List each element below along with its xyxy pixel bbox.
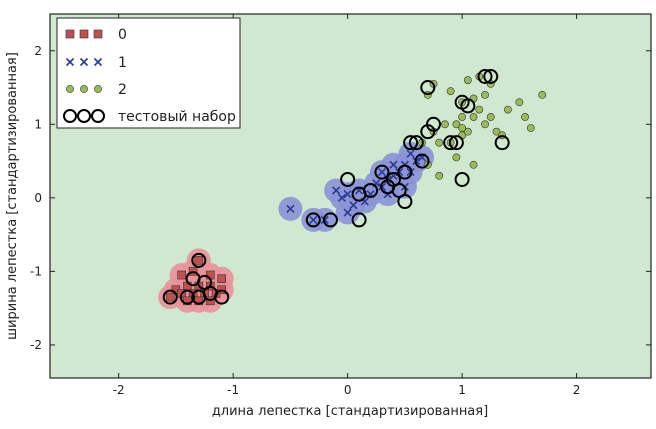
data-point-series-2 bbox=[463, 127, 472, 136]
legend: 0 1 2 тестовый набор bbox=[56, 17, 241, 129]
x-tick-label: 0 bbox=[344, 383, 352, 397]
data-point-series-3 bbox=[408, 135, 424, 151]
data-point-series-3 bbox=[305, 212, 321, 228]
data-point-series-2 bbox=[475, 105, 484, 114]
data-point-series-3 bbox=[397, 194, 413, 210]
data-point-series-2 bbox=[452, 153, 461, 162]
data-point-series-3 bbox=[162, 289, 178, 305]
data-point-series-2 bbox=[486, 113, 495, 121]
data-point-series-0 bbox=[165, 292, 175, 302]
legend-label-2: 2 bbox=[118, 82, 127, 98]
x-tick-label: -2 bbox=[113, 383, 125, 397]
legend-marker-series-2 bbox=[66, 85, 74, 93]
legend-marker-series-3 bbox=[91, 109, 105, 123]
data-point-series-3 bbox=[340, 171, 356, 187]
legend-marker-series-0 bbox=[65, 29, 75, 39]
data-point-series-2 bbox=[452, 120, 461, 129]
legend-label-0: 0 bbox=[118, 27, 127, 43]
data-point-series-2 bbox=[492, 127, 501, 136]
legend-marker-series-2 bbox=[94, 85, 102, 93]
legend-marker-series-1 bbox=[93, 57, 103, 67]
data-point-series-0 bbox=[183, 296, 192, 306]
data-point-series-1 bbox=[377, 168, 387, 177]
data-point-series-1 bbox=[349, 201, 358, 210]
y-tick-label: 0 bbox=[34, 191, 42, 205]
legend-marker-series-0 bbox=[93, 29, 103, 39]
data-point-series-1 bbox=[286, 204, 295, 213]
data-point-series-2 bbox=[504, 105, 512, 114]
data-point-series-3 bbox=[420, 80, 436, 96]
y-tick-label: -2 bbox=[30, 338, 42, 352]
x-tick-label: -1 bbox=[227, 383, 239, 397]
axes: -2 -1 0 1 2 -2 -1 0 1 2 bbox=[30, 14, 651, 397]
data-point-series-3 bbox=[191, 289, 207, 305]
data-point-series-2 bbox=[435, 138, 444, 147]
y-axis-label: ширина лепестка [стандартизированная] bbox=[5, 52, 20, 340]
legend-marker-series-0 bbox=[79, 29, 89, 39]
data-point-series-1 bbox=[343, 208, 352, 217]
data-point-series-3 bbox=[397, 164, 413, 180]
data-point-series-2 bbox=[481, 90, 489, 99]
data-point-series-0 bbox=[194, 296, 204, 306]
data-point-series-3 bbox=[322, 212, 338, 228]
legend-label-test-set: тестовый набор bbox=[118, 109, 236, 125]
data-point-series-1 bbox=[343, 190, 352, 199]
data-point-series-3 bbox=[374, 164, 390, 180]
data-point-series-2 bbox=[446, 87, 455, 96]
data-point-series-2 bbox=[521, 113, 529, 121]
data-point-series-2 bbox=[469, 160, 478, 169]
data-point-series-0 bbox=[217, 274, 227, 284]
data-point-series-1 bbox=[332, 186, 341, 195]
data-point-series-2 bbox=[458, 113, 467, 121]
data-points bbox=[162, 69, 547, 306]
data-point-series-3 bbox=[460, 98, 476, 114]
y-tick-label: 2 bbox=[34, 44, 42, 58]
data-point-series-1 bbox=[337, 193, 346, 202]
data-point-series-2 bbox=[458, 124, 467, 132]
x-tick-label: 2 bbox=[573, 383, 581, 397]
x-axis-label: длина лепестка [стандартизированная] bbox=[212, 404, 488, 419]
data-point-series-3 bbox=[403, 135, 419, 151]
data-point-series-3 bbox=[443, 135, 459, 151]
legend-marker-series-3 bbox=[77, 109, 91, 123]
data-point-series-3 bbox=[351, 212, 367, 228]
data-point-series-2 bbox=[469, 113, 478, 121]
legend-markers bbox=[63, 29, 105, 123]
y-tick-label: 1 bbox=[34, 117, 42, 131]
data-point-series-3 bbox=[483, 69, 499, 85]
data-point-series-2 bbox=[515, 98, 524, 107]
legend-marker-series-1 bbox=[65, 57, 75, 67]
data-point-series-2 bbox=[526, 124, 535, 132]
data-point-series-2 bbox=[435, 171, 444, 180]
legend-marker-series-1 bbox=[79, 57, 89, 67]
data-point-series-3 bbox=[494, 135, 510, 151]
legend-marker-series-3 bbox=[63, 109, 77, 123]
data-point-series-3 bbox=[454, 171, 470, 187]
data-point-series-1 bbox=[406, 149, 415, 158]
legend-marker-series-2 bbox=[80, 85, 88, 93]
data-point-series-3 bbox=[448, 135, 464, 151]
data-point-series-3 bbox=[477, 69, 493, 85]
data-point-series-3 bbox=[414, 153, 430, 169]
data-point-series-3 bbox=[425, 116, 441, 132]
legend-label-1: 1 bbox=[118, 55, 127, 71]
data-point-series-0 bbox=[177, 270, 186, 280]
data-point-series-1 bbox=[389, 160, 398, 169]
data-point-series-2 bbox=[441, 120, 449, 129]
data-point-series-3 bbox=[191, 252, 207, 268]
data-point-series-2 bbox=[481, 120, 489, 129]
data-point-series-3 bbox=[197, 274, 213, 290]
data-point-series-1 bbox=[309, 215, 318, 224]
x-tick-label: 1 bbox=[458, 383, 466, 397]
data-point-series-0 bbox=[194, 256, 204, 265]
data-point-series-3 bbox=[214, 289, 230, 305]
data-point-series-3 bbox=[179, 289, 195, 305]
data-point-series-3 bbox=[363, 182, 379, 198]
data-point-series-2 bbox=[463, 76, 472, 85]
y-tick-label: -1 bbox=[30, 264, 42, 278]
data-point-series-2 bbox=[538, 90, 547, 99]
